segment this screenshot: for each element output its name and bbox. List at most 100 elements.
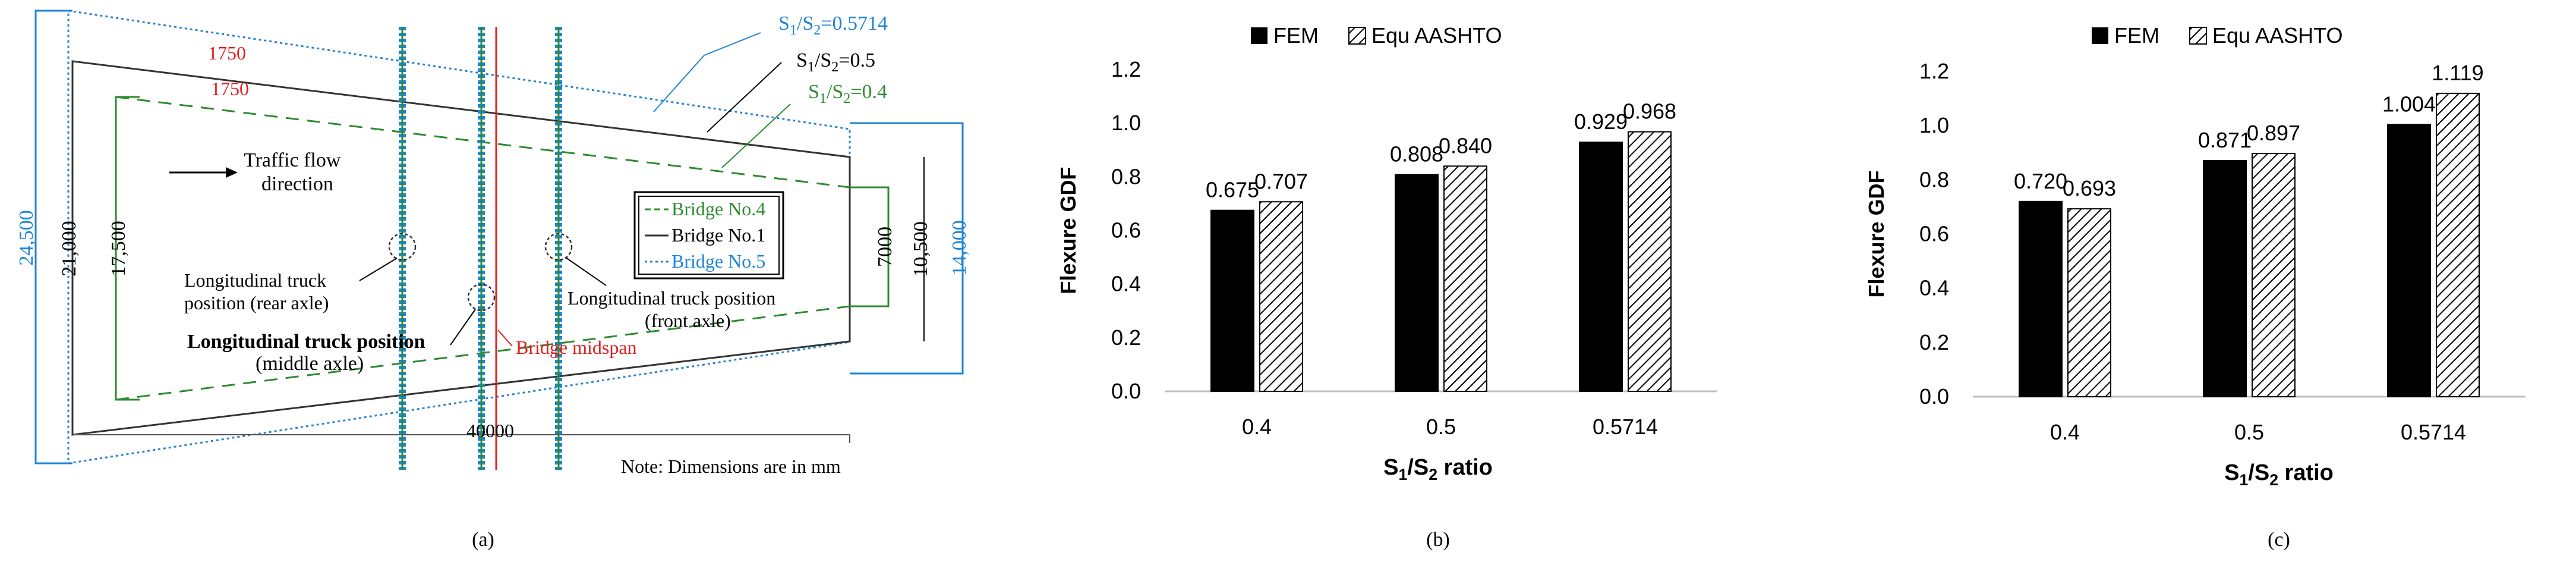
middle-axle-label-1: Longitudinal truck position bbox=[187, 331, 425, 353]
ratio-5-leader bbox=[707, 62, 782, 133]
legend-bridge-5: Bridge No.5 bbox=[671, 250, 765, 272]
dim-offset-top: 1750 bbox=[208, 42, 246, 64]
rear-axle-leader bbox=[359, 258, 398, 281]
bar-equ-aashto bbox=[2067, 208, 2111, 397]
bridge-legend: Bridge No.4 Bridge No.1 Bridge No.5 bbox=[633, 191, 784, 280]
data-label: 0.897 bbox=[2247, 121, 2300, 145]
legend-label-fem: FEM bbox=[1273, 23, 1319, 48]
dim-left-mid: 21,000 bbox=[58, 221, 80, 277]
y-tick-label: 0.2 bbox=[1919, 330, 1949, 354]
bar-fem bbox=[1579, 142, 1623, 392]
bar-fem bbox=[2387, 124, 2431, 398]
front-axle-leader bbox=[565, 257, 607, 286]
panel-label: (b) bbox=[1426, 529, 1450, 551]
y-tick-label: 0.2 bbox=[1111, 325, 1141, 350]
bridge-4-right-bracket bbox=[850, 186, 890, 307]
dim-left-outer-line bbox=[34, 10, 72, 464]
middle-axle-marker bbox=[467, 283, 496, 312]
ratio-4-leader bbox=[721, 103, 791, 168]
rear-axle-marker bbox=[388, 233, 417, 261]
legend-bridge-1: Bridge No.1 bbox=[671, 224, 765, 246]
chart-b: 0.00.20.40.60.81.01.20.6750.7070.40.8080… bbox=[1056, 23, 1717, 551]
middle-axle-label-2: (middle axle) bbox=[256, 353, 364, 375]
bridge-4-left-bracket bbox=[115, 96, 140, 401]
ratio-5714-pointer bbox=[653, 55, 705, 112]
rear-axle-label-1: Longitudinal truck bbox=[184, 269, 326, 291]
data-label: 0.675 bbox=[1206, 178, 1259, 202]
x-tick-label: 0.5714 bbox=[2401, 420, 2466, 444]
dim-right-inner: 7000 bbox=[874, 227, 896, 267]
dim-length: 40000 bbox=[466, 420, 514, 441]
y-tick-label: 0.0 bbox=[1919, 384, 1949, 409]
bar-equ-aashto bbox=[1259, 201, 1303, 392]
ratio-5714-leader bbox=[704, 32, 761, 56]
data-label: 0.929 bbox=[1574, 109, 1628, 134]
legend-swatch-equ-aashto bbox=[2189, 27, 2207, 45]
legend-bridge-4: Bridge No.4 bbox=[671, 198, 765, 219]
y-tick-label: 1.2 bbox=[1111, 57, 1141, 81]
bar-fem bbox=[1210, 209, 1254, 392]
y-tick-label: 1.0 bbox=[1111, 111, 1141, 135]
y-tick-label: 0.6 bbox=[1111, 218, 1141, 243]
chart-c: 0.00.20.40.60.81.01.20.7200.6930.40.8710… bbox=[1864, 23, 2525, 551]
x-tick-label: 0.5714 bbox=[1593, 415, 1658, 439]
ratio-label-5714: S1/S2=0.5714 bbox=[778, 12, 888, 38]
legend-label-fem: FEM bbox=[2114, 23, 2159, 48]
dim-left-outer: 24,500 bbox=[15, 210, 37, 266]
ratio-label-4: S1/S2=0.4 bbox=[808, 81, 887, 106]
y-tick-label: 0.4 bbox=[1919, 276, 1949, 300]
midspan-leader bbox=[497, 329, 513, 347]
bar-equ-aashto bbox=[1443, 165, 1487, 392]
traffic-label-2: direction bbox=[261, 173, 333, 195]
dim-right-outer-line bbox=[850, 122, 964, 375]
traffic-arrow-head bbox=[226, 167, 238, 178]
legend-swatch-fem bbox=[1251, 27, 1267, 44]
data-label: 0.840 bbox=[1439, 133, 1492, 158]
ratio-label-5: S1/S2=0.5 bbox=[796, 49, 875, 75]
legend-label-equ-aashto: Equ AASHTO bbox=[2212, 23, 2342, 48]
x-tick-label: 0.4 bbox=[1242, 415, 1272, 439]
data-label: 0.808 bbox=[1390, 142, 1443, 167]
data-label: 1.119 bbox=[2432, 61, 2483, 85]
data-label: 0.707 bbox=[1254, 169, 1308, 193]
y-tick-label: 0.8 bbox=[1111, 164, 1141, 189]
data-label: 0.720 bbox=[2014, 169, 2067, 193]
y-tick-label: 0.8 bbox=[1919, 167, 1949, 192]
x-tick-label: 0.5 bbox=[2234, 420, 2264, 444]
bridge-4-bottom-edge bbox=[115, 305, 850, 401]
data-label: 0.871 bbox=[2198, 128, 2252, 152]
y-tick-label: 0.0 bbox=[1111, 379, 1141, 403]
x-axis-label: S1/S2 ratio bbox=[2224, 460, 2334, 489]
dim-right-mid: 10,500 bbox=[910, 221, 932, 277]
x-tick-label: 0.4 bbox=[2050, 420, 2080, 444]
data-label: 0.968 bbox=[1623, 99, 1676, 124]
front-axle-label-2: (front axle) bbox=[645, 310, 731, 331]
front-axle-label-1: Longitudinal truck position bbox=[567, 287, 775, 309]
bar-fem bbox=[2203, 159, 2247, 397]
y-axis-label: Flexure GDF bbox=[1864, 170, 1888, 297]
bridge-plan-diagram: 24,500 21,000 17,500 14,000 10,500 7000 … bbox=[15, 10, 970, 551]
x-axis-label: S1/S2 ratio bbox=[1383, 455, 1493, 484]
y-axis-label: Flexure GDF bbox=[1056, 167, 1080, 294]
bar-equ-aashto bbox=[2436, 92, 2480, 398]
traffic-label-1: Traffic flow bbox=[244, 149, 341, 171]
dim-left-inner: 17,500 bbox=[108, 221, 130, 277]
y-tick-label: 1.0 bbox=[1919, 113, 1949, 137]
bar-fem bbox=[2019, 200, 2063, 397]
y-tick-label: 1.2 bbox=[1919, 59, 1949, 83]
bar-fem bbox=[1395, 174, 1439, 392]
panel-a-label: (a) bbox=[472, 529, 494, 551]
legend-label-equ-aashto: Equ AASHTO bbox=[1371, 23, 1502, 48]
data-label: 0.693 bbox=[2063, 176, 2116, 200]
panel-label: (c) bbox=[2268, 529, 2290, 551]
legend-swatch-fem bbox=[2092, 27, 2108, 44]
front-axle-marker bbox=[544, 233, 573, 261]
y-tick-label: 0.6 bbox=[1919, 222, 1949, 246]
legend-swatch-equ-aashto bbox=[1348, 27, 1366, 45]
midspan-label: Bridge midspan bbox=[516, 337, 637, 358]
bar-equ-aashto bbox=[2252, 153, 2296, 397]
bar-equ-aashto bbox=[1628, 131, 1672, 393]
x-tick-label: 0.5 bbox=[1426, 415, 1456, 439]
middle-axle-leader bbox=[450, 309, 476, 346]
